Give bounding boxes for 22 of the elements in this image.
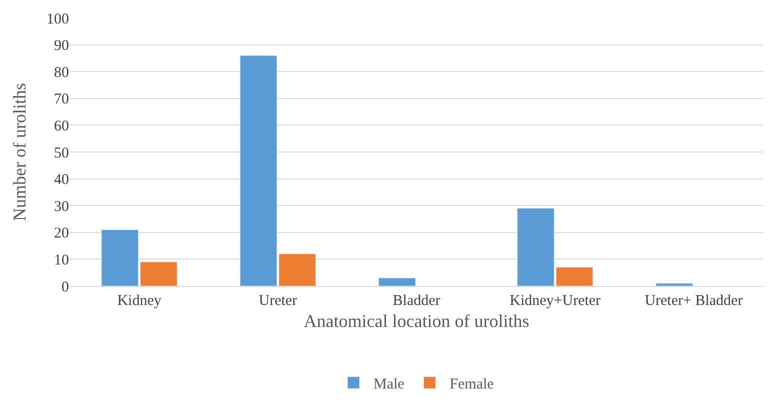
y-tick-label: 10 [54, 252, 69, 268]
y-axis-title: Number of uroliths [10, 83, 30, 221]
legend-label: Female [450, 376, 494, 392]
y-tick-label: 20 [54, 226, 69, 242]
y-tick-label: 60 [54, 118, 69, 134]
bar [656, 283, 693, 286]
y-tick-label: 30 [54, 198, 69, 215]
y-tick-label: 80 [54, 64, 69, 81]
y-tick-label: 70 [54, 92, 69, 108]
y-tick-label: 50 [54, 145, 69, 162]
x-tick-label: Kidney+Ureter [510, 293, 601, 309]
x-axis-title: Anatomical location of uroliths [304, 311, 530, 332]
bar [378, 278, 416, 286]
y-tick-label: 0 [62, 279, 69, 296]
y-tick-label: 40 [54, 172, 69, 188]
x-tick-label: Ureter [258, 293, 298, 309]
y-tick-label: 90 [54, 38, 69, 54]
legend-label: Male [374, 376, 405, 392]
x-tick-label: Ureter+ Bladder [644, 293, 743, 309]
x-tick-label: Bladder [392, 293, 440, 309]
y-tick-label: 100 [46, 11, 69, 28]
x-tick-label: Kidney [117, 293, 162, 309]
